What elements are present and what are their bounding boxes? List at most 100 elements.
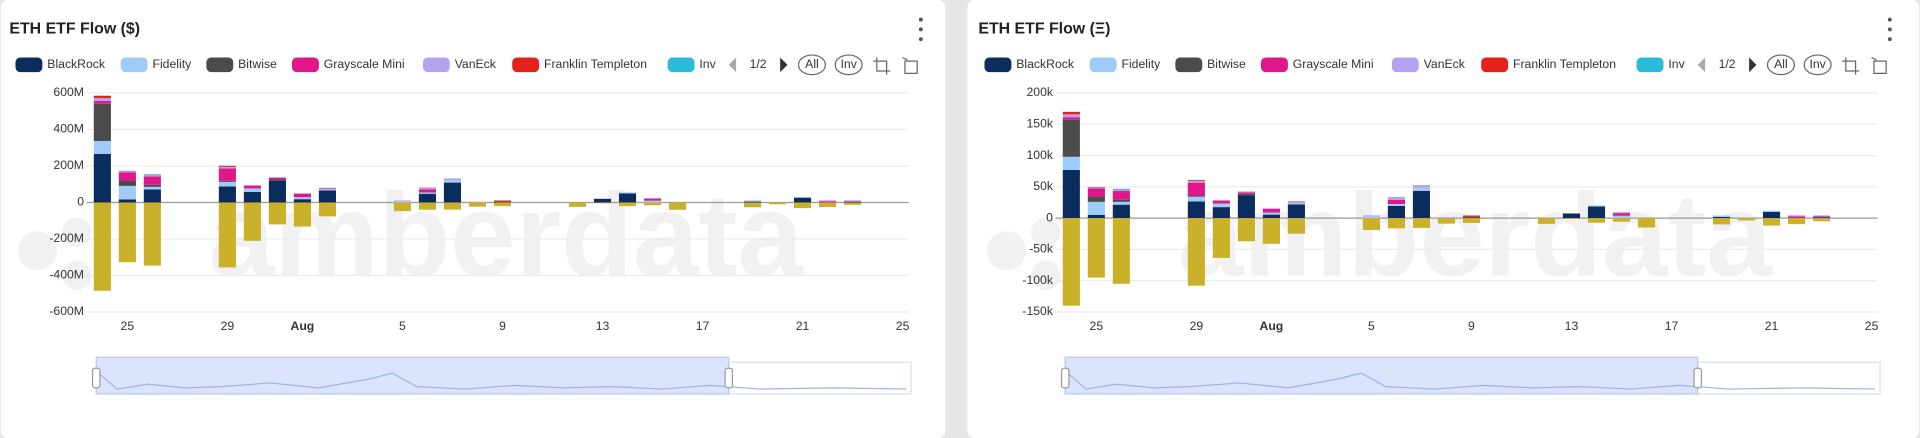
- legend-label[interactable]: Bitwise: [238, 57, 277, 71]
- bar-segment: [1237, 218, 1255, 242]
- x-tick-label: 13: [596, 319, 610, 333]
- control-label[interactable]: Inv: [1809, 57, 1826, 71]
- bar-segment: [218, 166, 236, 169]
- bar-segment: [1437, 217, 1456, 219]
- bar-segment: [218, 165, 236, 167]
- bar-segment: [1087, 214, 1105, 219]
- bar-segment: [1462, 216, 1481, 219]
- bar-segment: [1112, 199, 1130, 202]
- bar-segment: [618, 193, 637, 203]
- bar-segment: [293, 193, 311, 198]
- bar-segment: [819, 202, 837, 208]
- legend-label[interactable]: Inv: [1668, 57, 1685, 71]
- bar-segment: [493, 200, 512, 202]
- legend-label[interactable]: BlackRock: [1016, 57, 1075, 71]
- bar-segment: [118, 172, 136, 181]
- bar-segment: [1287, 204, 1305, 219]
- legend-label[interactable]: VanEck: [455, 57, 497, 71]
- bar-segment: [143, 186, 161, 190]
- bar-segment: [118, 180, 136, 186]
- y-tick-label: -200M: [49, 231, 84, 245]
- bar-segment: [844, 201, 862, 203]
- bar-segment: [1262, 208, 1280, 209]
- control-button[interactable]: [834, 54, 863, 76]
- bar-segment: [1787, 216, 1806, 219]
- bar-segment: [318, 190, 336, 203]
- navigator-selection: [1064, 356, 1699, 395]
- legend-page: 1/2: [1719, 57, 1736, 71]
- x-tick-label: 25: [896, 319, 910, 333]
- legend-label[interactable]: Fidelity: [153, 57, 193, 71]
- legend-label[interactable]: Bitwise: [1207, 57, 1246, 71]
- bar-segment: [93, 153, 111, 203]
- bar-segment: [243, 188, 261, 192]
- bar-segment: [1812, 217, 1831, 219]
- pager-prev[interactable]: [728, 57, 737, 73]
- bar-segment: [1212, 207, 1230, 219]
- y-tick-label: 100k: [1026, 148, 1053, 162]
- x-tick-label: 25: [121, 319, 135, 333]
- reset-icon[interactable]: [902, 56, 918, 75]
- chart-title: ETH ETF Flow (Ξ): [978, 21, 1110, 38]
- bar-segment: [218, 168, 236, 181]
- navigator-handle[interactable]: [1693, 367, 1703, 389]
- control-label[interactable]: All: [805, 57, 819, 71]
- bar-segment: [1712, 218, 1731, 225]
- legend-label[interactable]: Fidelity: [1121, 57, 1161, 71]
- legend-label[interactable]: BlackRock: [47, 57, 106, 71]
- bar-segment: [1362, 215, 1380, 217]
- bar-segment: [393, 202, 412, 212]
- legend-label[interactable]: Grayscale Mini: [324, 57, 405, 71]
- legend-label[interactable]: Grayscale Mini: [1293, 57, 1374, 71]
- bar-segment: [1562, 213, 1581, 219]
- bar-segment: [1562, 218, 1581, 220]
- legend-label[interactable]: VanEck: [1424, 57, 1466, 71]
- pager-prev[interactable]: [1697, 57, 1706, 73]
- x-tick-label: 21: [1765, 319, 1779, 333]
- bar-segment: [1237, 191, 1255, 193]
- x-tick-label: Aug: [291, 319, 315, 333]
- control-button[interactable]: [1766, 54, 1796, 76]
- bar-segment: [1412, 218, 1431, 228]
- bar-segment: [1262, 212, 1280, 215]
- pager-next[interactable]: [780, 57, 788, 73]
- bar-segment: [643, 202, 662, 206]
- watermark-logo: [1030, 260, 1061, 290]
- bar-segment: [1287, 201, 1305, 203]
- legend-label[interactable]: Franklin Templeton: [1513, 57, 1616, 71]
- crop-icon[interactable]: [873, 57, 891, 75]
- bar-segment: [618, 202, 637, 207]
- x-tick-label: Aug: [1260, 319, 1284, 333]
- panel: [0, 0, 946, 438]
- reset-icon[interactable]: [1871, 56, 1887, 75]
- bar-segment: [1087, 201, 1105, 215]
- pager-next[interactable]: [1749, 57, 1757, 73]
- bar-segment: [418, 202, 437, 210]
- chart: ETH ETF Flow (Ξ) BlackRock Fidelity Bitwise…: [978, 17, 1892, 395]
- bar-segment: [118, 199, 136, 203]
- navigator-handle[interactable]: [1060, 367, 1070, 389]
- y-tick-label: -400M: [49, 268, 84, 282]
- bar-segment: [143, 189, 161, 203]
- bar-segment: [218, 202, 236, 268]
- bar-segment: [768, 202, 787, 205]
- bar-segment: [93, 202, 111, 291]
- control-button[interactable]: [1803, 54, 1832, 76]
- crop-icon[interactable]: [1842, 57, 1860, 75]
- bar-segment: [1187, 201, 1205, 219]
- bar-segment: [1387, 218, 1405, 229]
- control-label[interactable]: All: [1774, 57, 1788, 71]
- navigator-handle[interactable]: [724, 367, 734, 389]
- control-label[interactable]: Inv: [841, 57, 858, 71]
- legend-label[interactable]: Franklin Templeton: [544, 57, 647, 71]
- navigator-handle[interactable]: [91, 367, 101, 389]
- bar-segment: [1062, 156, 1080, 170]
- bar-segment: [218, 186, 236, 203]
- bar-segment: [468, 201, 487, 203]
- bar-segment: [844, 202, 862, 205]
- control-button[interactable]: [797, 54, 827, 76]
- chart-title: ETH ETF Flow ($): [9, 21, 140, 38]
- bar-segment: [418, 187, 437, 190]
- legend-label[interactable]: Inv: [699, 57, 716, 71]
- legend-swatch: [1636, 57, 1664, 73]
